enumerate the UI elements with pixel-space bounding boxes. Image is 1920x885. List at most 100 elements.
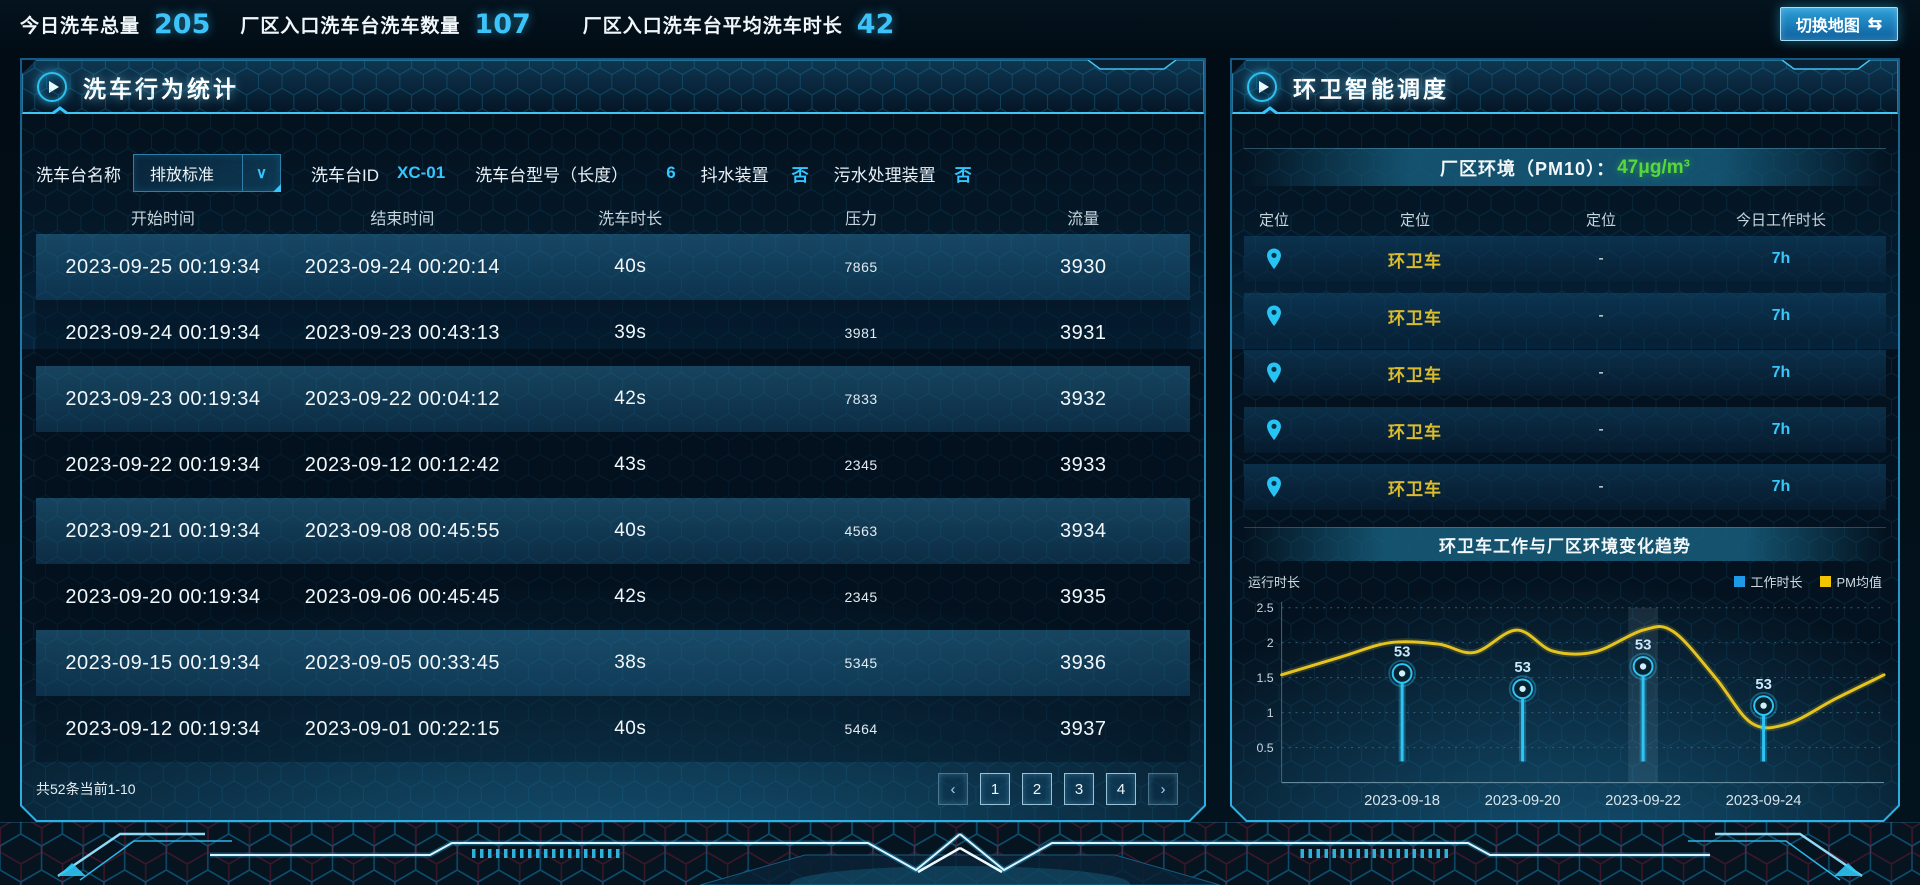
sanitation-dispatch-panel: 环卫智能调度 厂区环境（PM10）： 47μg/m³ 定位 定位 定位 今日工作… [1230, 58, 1900, 822]
panel-title: 环卫智能调度 [1293, 75, 1449, 102]
pagination-summary: 共52条当前1-10 [36, 781, 136, 797]
station-name-value: 排放标准 [150, 167, 215, 184]
vehicle-name: 环卫车 [1388, 365, 1442, 385]
table-row: 2023-09-21 00:19:34 2023-09-08 00:45:55 40… [36, 498, 1190, 564]
table-cell: 39s [614, 322, 647, 343]
svg-text:2: 2 [1267, 636, 1274, 650]
svg-text:53: 53 [1635, 638, 1652, 654]
col-location-3: 定位 [1585, 211, 1616, 229]
table-cell: 5464 [844, 721, 878, 737]
table-cell: 2023-09-24 00:20:14 [304, 255, 500, 278]
legend-square-icon [1820, 576, 1831, 587]
stat-total-washes-today: 今日洗车总量 205 [20, 9, 210, 40]
pager-next-button[interactable]: › [1148, 773, 1178, 805]
table-row: 2023-09-20 00:19:34 2023-09-06 00:45:45 42… [36, 564, 1190, 630]
table-cell: 3981 [844, 325, 878, 341]
stat-value: 42 [856, 8, 895, 40]
svg-text:2023-09-18: 2023-09-18 [1364, 793, 1440, 809]
col-end-time: 结束时间 [370, 211, 435, 228]
table-cell: 4563 [844, 523, 878, 539]
stat-label: 厂区入口洗车台洗车数量 [240, 15, 461, 37]
wash-table-body: 2023-09-25 00:19:34 2023-09-24 00:20:14 40… [36, 234, 1190, 762]
table-cell: 3936 [1059, 651, 1107, 674]
switch-map-label: 切换地图 [1795, 18, 1860, 35]
table-cell: 2023-09-22 00:19:34 [65, 453, 261, 476]
table-cell: 3933 [1059, 453, 1107, 476]
trend-title: 环卫车工作与厂区环境变化趋势 [1439, 537, 1691, 556]
sanitation-row: 环卫车 - 7h [1244, 407, 1886, 453]
topbar: 今日洗车总量 205 厂区入口洗车台洗车数量 107 厂区入口洗车台平均洗车时长… [0, 0, 1920, 48]
col-work-hours: 今日工作时长 [1735, 211, 1826, 229]
work-hours-value: 7h [1771, 250, 1791, 267]
pager-page-1-button[interactable]: 1 [980, 773, 1010, 805]
location-dash: - [1598, 364, 1604, 381]
sewage-device-value: 否 [954, 165, 972, 185]
pager-buttons: ‹ 1 2 3 4 › [938, 773, 1178, 805]
table-cell: 2345 [844, 457, 878, 473]
chart-y-axis-title: 运行时长 [1248, 575, 1301, 590]
stat-entrance-wash-count: 厂区入口洗车台洗车数量 107 [240, 9, 530, 40]
station-name-select[interactable]: 排放标准 ∨ [133, 154, 281, 192]
table-cell: 43s [614, 454, 647, 475]
pager-page-2-button[interactable]: 2 [1022, 773, 1052, 805]
header-notch [1781, 60, 1871, 70]
station-model-value: 6 [666, 163, 676, 182]
station-name-label: 洗车台名称 [36, 165, 121, 185]
table-cell: 2023-09-21 00:19:34 [65, 519, 261, 542]
wash-table-header: 开始时间 结束时间 洗车时长 压力 流量 [36, 200, 1190, 234]
table-cell: 42s [614, 388, 647, 409]
play-icon [1247, 72, 1277, 102]
pager-prev-button[interactable]: ‹ [938, 773, 968, 805]
svg-text:2023-09-20: 2023-09-20 [1485, 793, 1561, 809]
sewage-device-label: 污水处理装置 [833, 165, 936, 185]
table-cell: 2023-09-20 00:19:34 [65, 585, 261, 608]
chevron-down-icon: ∨ [242, 155, 280, 191]
pager-page-3-button[interactable]: 3 [1064, 773, 1094, 805]
pin-cell [1244, 475, 1304, 499]
sanitation-row: 环卫车 - 7h [1244, 293, 1886, 339]
table-cell: 3932 [1059, 387, 1107, 410]
table-cell: 2023-09-06 00:45:45 [304, 585, 500, 608]
legend-item-PM均值[interactable]: PM均值 [1820, 572, 1882, 591]
switch-map-button[interactable]: 切换地图 ⇆ [1780, 7, 1898, 41]
table-cell: 3931 [1059, 321, 1107, 344]
table-cell: 2023-09-01 00:22:15 [304, 717, 500, 740]
trend-banner: 环卫车工作与厂区环境变化趋势 [1244, 527, 1886, 561]
vehicle-name: 环卫车 [1388, 479, 1442, 499]
pm10-value: 47μg/m³ [1617, 156, 1690, 178]
vehicle-name: 环卫车 [1388, 308, 1442, 328]
pm10-banner: 厂区环境（PM10）： 47μg/m³ [1244, 148, 1886, 186]
table-cell: 2023-09-23 00:43:13 [304, 321, 500, 344]
wash-table: 开始时间 结束时间 洗车时长 压力 流量 2023-09-25 00:19:34… [36, 200, 1190, 762]
location-dash: - [1598, 421, 1604, 438]
pager-page-4-button[interactable]: 4 [1106, 773, 1136, 805]
work-hours-value: 7h [1771, 478, 1791, 495]
pin-cell [1244, 418, 1304, 442]
location-dash: - [1598, 250, 1604, 267]
sanitation-row: 环卫车 - 7h [1244, 350, 1886, 396]
col-location-1: 定位 [1258, 211, 1289, 229]
table-cell: 2023-09-05 00:33:45 [304, 651, 500, 674]
table-cell: 2023-09-23 00:19:34 [65, 387, 261, 410]
table-cell: 2023-09-25 00:19:34 [65, 255, 261, 278]
sanitation-table: 定位 定位 定位 今日工作时长 环卫车 - 7h 环卫车 - 7h 环卫车 - 7h 环卫车… [1244, 202, 1886, 521]
station-id-label: 洗车台ID [311, 165, 379, 185]
pin-cell [1244, 304, 1304, 328]
trend-chart: 0.5 1 1.5 2 2.5 2023-09-18 2023-09-20 2023-09-2… [1240, 592, 1892, 812]
table-row: 2023-09-25 00:19:34 2023-09-24 00:20:14 40… [36, 234, 1190, 300]
table-cell: 7833 [844, 391, 878, 407]
stat-value: 107 [474, 8, 531, 40]
stat-label: 今日洗车总量 [20, 15, 141, 37]
pin-cell [1244, 247, 1304, 271]
table-row: 2023-09-12 00:19:34 2023-09-01 00:22:15 40… [36, 696, 1190, 762]
map-pin-icon [1263, 418, 1285, 442]
table-cell: 3935 [1059, 585, 1107, 608]
col-flow: 流量 [1067, 211, 1100, 228]
svg-text:2023-09-22: 2023-09-22 [1605, 793, 1681, 809]
stat-label: 厂区入口洗车台平均洗车时长 [582, 15, 843, 37]
table-row: 2023-09-22 00:19:34 2023-09-12 00:12:42 43… [36, 432, 1190, 498]
legend-item-工作时长[interactable]: 工作时长 [1734, 572, 1802, 591]
play-icon [37, 72, 67, 102]
col-location-2: 定位 [1399, 211, 1430, 229]
table-cell: 2023-09-08 00:45:55 [304, 519, 500, 542]
